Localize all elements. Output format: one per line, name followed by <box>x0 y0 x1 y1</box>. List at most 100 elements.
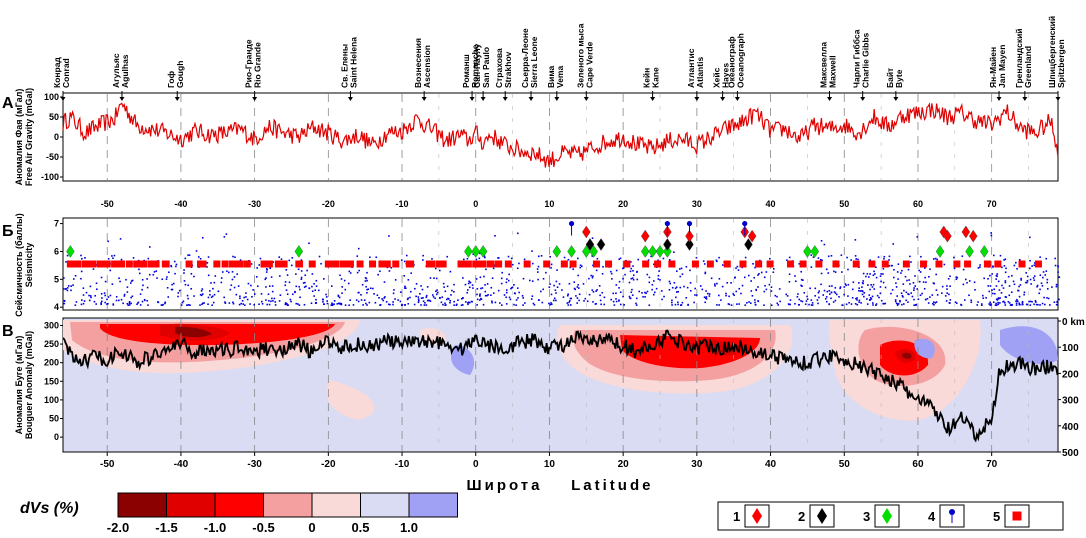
seismic-event <box>100 302 102 304</box>
seismic-event <box>1017 289 1019 292</box>
seismic-event <box>389 303 391 306</box>
seismic-event <box>924 276 926 279</box>
free-air-gravity-line <box>62 102 1059 168</box>
seismic-event <box>831 285 833 287</box>
seismic-event <box>581 265 583 268</box>
seismic-event <box>243 296 245 299</box>
seismic-event <box>1004 281 1007 284</box>
red-square-marker <box>523 260 531 268</box>
seismic-event <box>164 302 166 305</box>
seismic-event <box>977 301 979 303</box>
seismic-event <box>491 301 493 304</box>
hotspot-label: Шпицбергенский Spitzbergen <box>1047 16 1066 88</box>
seismic-event <box>716 282 718 285</box>
seismic-event <box>927 302 930 304</box>
seismic-event <box>1036 285 1038 288</box>
seismic-event <box>770 290 773 292</box>
seismic-event <box>907 268 910 271</box>
seismic-event <box>932 301 935 303</box>
red-square-marker <box>118 260 126 268</box>
seismic-event <box>769 257 771 260</box>
seismic-event <box>615 298 617 300</box>
seismic-event <box>879 286 882 288</box>
seismic-event <box>126 291 129 293</box>
seismic-event <box>981 304 983 307</box>
seismic-event <box>337 295 340 298</box>
seismic-event <box>72 284 74 286</box>
hotspot-labels: Конрад Conrad Агульяс Agulhas Гоф Gough Рио-Гр… <box>52 16 1066 88</box>
seismic-event <box>340 303 342 306</box>
seismic-event <box>413 303 416 306</box>
x-tick-label: -10 <box>396 199 409 209</box>
red-diamond-marker <box>747 229 757 243</box>
seismic-event <box>912 281 915 284</box>
seismic-event <box>425 296 428 299</box>
seismic-event <box>286 274 289 276</box>
green-diamond-marker <box>655 245 665 258</box>
seismic-event <box>858 287 860 289</box>
seismic-event <box>1018 258 1021 261</box>
seismic-event <box>794 275 796 277</box>
seismic-event <box>794 302 796 305</box>
seismic-event <box>1026 275 1029 278</box>
red-square-marker <box>405 260 413 268</box>
seismic-event <box>628 295 631 298</box>
seismic-event <box>147 304 149 306</box>
colorbar-title: dVs (%) <box>20 500 79 517</box>
seismic-event <box>265 277 267 279</box>
seismic-event <box>362 304 364 306</box>
seismic-event <box>180 304 183 306</box>
seismic-event <box>1016 300 1019 303</box>
x-tick-label: 30 <box>692 199 702 209</box>
x-tick-label: 20 <box>618 459 630 470</box>
seismic-event <box>63 288 65 290</box>
seismic-event <box>668 259 671 261</box>
hotspot-arrow-head <box>480 97 486 101</box>
seismic-event <box>582 283 585 285</box>
seismic-event <box>991 289 993 291</box>
seismic-event <box>896 303 899 305</box>
colorbar-tick-label: 1.0 <box>400 520 418 535</box>
seismic-event <box>987 285 990 287</box>
seismic-event <box>910 261 912 263</box>
seismic-event <box>270 276 273 278</box>
red-square-marker <box>308 260 316 268</box>
depth-tick-label: 500 <box>1062 448 1079 459</box>
seismic-event <box>949 299 952 301</box>
green-diamond-marker <box>810 245 820 258</box>
seismic-event <box>1038 292 1040 295</box>
seismic-event <box>399 300 402 303</box>
seismic-event <box>212 301 215 304</box>
seismic-event <box>89 285 92 288</box>
seismic-event <box>92 268 95 270</box>
seismic-event <box>907 301 909 303</box>
seismic-event <box>136 303 138 306</box>
seismic-event <box>170 264 172 267</box>
hotspot-label: Зеленого мыса Cape Verde <box>575 23 594 88</box>
seismic-event <box>266 269 268 271</box>
y-tick-label: -50 <box>46 152 59 162</box>
red-square-marker <box>185 260 193 268</box>
red-square-marker <box>881 260 889 268</box>
hotspot-arrow-head <box>469 97 475 101</box>
seismic-event <box>492 292 495 294</box>
seismic-event <box>405 254 408 257</box>
seismic-event <box>800 300 802 302</box>
seismic-event <box>600 303 602 306</box>
seismic-event <box>199 257 202 260</box>
seismic-event <box>901 303 903 306</box>
red-square-marker <box>935 260 943 268</box>
seismic-event <box>806 298 809 300</box>
seismic-event <box>326 300 328 302</box>
seismic-event <box>764 284 766 287</box>
x-tick-label: -40 <box>174 199 187 209</box>
seismic-event <box>716 260 718 263</box>
seismic-event <box>1025 303 1028 306</box>
seismic-event <box>657 259 659 262</box>
seismic-event <box>476 298 479 301</box>
seismic-event <box>499 302 501 304</box>
seismic-event <box>612 292 615 295</box>
legend-pin-icon <box>949 509 955 515</box>
seismic-event <box>622 267 625 269</box>
